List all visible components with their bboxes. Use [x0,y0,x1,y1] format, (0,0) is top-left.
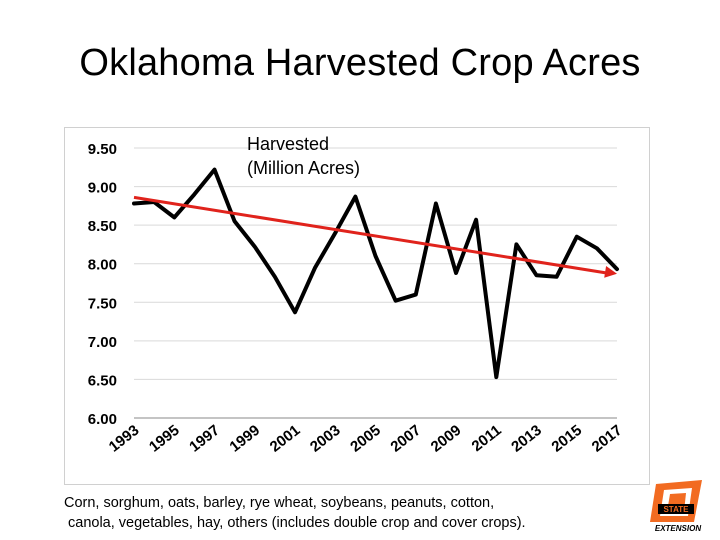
x-tick-label: 2009 [428,422,465,456]
x-tick-label: 2017 [589,422,626,456]
x-tick-label: 2001 [267,422,304,456]
x-tick-label: 2011 [469,422,505,455]
line-chart: 9.50 9.00 8.50 8.00 7.50 7.00 6.50 6.00 1993 199… [88,134,626,456]
y-tick-label: 7.50 [88,295,117,312]
gridlines [134,147,617,419]
trend-layer [133,195,617,278]
extension-logo: STATE EXTENSION [642,478,714,534]
svg-text:STATE: STATE [663,505,689,514]
y-tick-label: 8.00 [88,257,117,274]
y-tick-label: 7.00 [88,334,117,351]
y-tick-label: 6.00 [88,411,117,428]
trend-arrowhead [604,265,617,278]
x-tick-label: 2013 [508,422,545,456]
chart-caption: Corn, sorghum, oats, barley, rye wheat, … [64,493,624,533]
chart-container: 9.50 9.00 8.50 8.00 7.50 7.00 6.50 6.00 1993 199… [64,127,650,485]
trend-line [133,195,610,275]
x-tick-label: 2003 [307,422,344,456]
annotation-line-1: Harvested [247,134,329,154]
x-tick-label: 2015 [548,422,585,456]
annotation-line-2: (Million Acres) [247,158,360,178]
x-tick-label: 2007 [387,422,424,456]
y-tick-label: 9.00 [88,180,117,197]
y-tick-label: 6.50 [88,372,117,389]
series-line [132,167,619,380]
caption-line-1: Corn, sorghum, oats, barley, rye wheat, … [64,495,495,511]
series-layer [132,167,619,380]
y-tick-label: 9.50 [88,141,117,158]
x-tick-label: 1995 [146,422,183,456]
slide-title: Oklahoma Harvested Crop Acres [79,42,641,84]
caption-line-2: canola, vegetables, hay, others (include… [68,515,526,531]
x-axis-ticks: 1993 1995 1997 1999 2001 2003 2005 2007 2009 2011… [106,422,626,456]
svg-text:EXTENSION: EXTENSION [655,524,701,533]
x-tick-label: 2005 [347,422,384,456]
y-axis-ticks: 9.50 9.00 8.50 8.00 7.50 7.00 6.50 6.00 [88,141,117,428]
x-tick-label: 1997 [186,422,223,456]
x-tick-label: 1999 [226,422,263,456]
logo-icon: STATE EXTENSION [650,480,702,533]
y-tick-label: 8.50 [88,218,117,235]
